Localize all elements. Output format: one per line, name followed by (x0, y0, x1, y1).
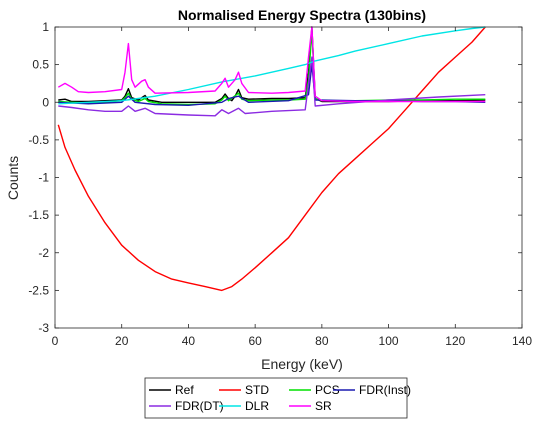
series-line-fdr-dt (58, 56, 486, 117)
y-tick-label: 0 (42, 95, 49, 109)
chart-title: Normalised Energy Spectra (130bins) (178, 7, 426, 23)
x-tick-label: 80 (315, 334, 329, 348)
y-tick-label: -0.5 (28, 133, 49, 147)
legend-label-fdr-dt: FDR(DT) (175, 399, 224, 413)
legend: Ref STD PCS FDR(Inst) FDR(DT) DLR SR (144, 377, 411, 419)
legend-label-dlr: DLR (245, 399, 269, 413)
series-line-sr (57, 26, 486, 103)
x-axis: 0 20 40 60 80 100 120 140 (52, 27, 532, 348)
y-tick-label: -2 (38, 246, 49, 260)
y-tick-label: -1.5 (28, 208, 49, 222)
x-tick-label: 20 (115, 334, 129, 348)
x-tick-label: 40 (182, 334, 196, 348)
legend-box (144, 377, 408, 419)
x-tick-label: 120 (445, 334, 465, 348)
legend-label-std: STD (245, 383, 269, 397)
legend-label-pcs: PCS (315, 383, 340, 397)
y-tick-label: -2.5 (28, 283, 49, 297)
y-tick-label: 1 (42, 20, 49, 34)
x-tick-label: 0 (52, 334, 59, 348)
y-tick-label: -1 (38, 171, 49, 185)
series-line-std (57, 26, 486, 292)
series-group (57, 26, 486, 292)
y-tick-label: -3 (38, 321, 49, 335)
x-tick-label: 60 (248, 334, 262, 348)
y-tick-label: 0.5 (32, 58, 49, 72)
plot-area (54, 26, 523, 329)
plot-background (55, 27, 522, 328)
legend-label-sr: SR (315, 399, 332, 413)
legend-label-ref: Ref (175, 383, 194, 397)
x-tick-label: 100 (379, 334, 399, 348)
y-axis: -3 -2.5 -2 -1.5 -1 -0.5 0 0.5 1 (28, 20, 522, 335)
series-line-dlr (58, 26, 486, 105)
legend-label-fdr-inst: FDR(Inst) (359, 383, 411, 397)
y-axis-label: Counts (5, 156, 21, 200)
x-axis-label: Energy (keV) (261, 356, 343, 372)
x-tick-label: 140 (512, 334, 532, 348)
